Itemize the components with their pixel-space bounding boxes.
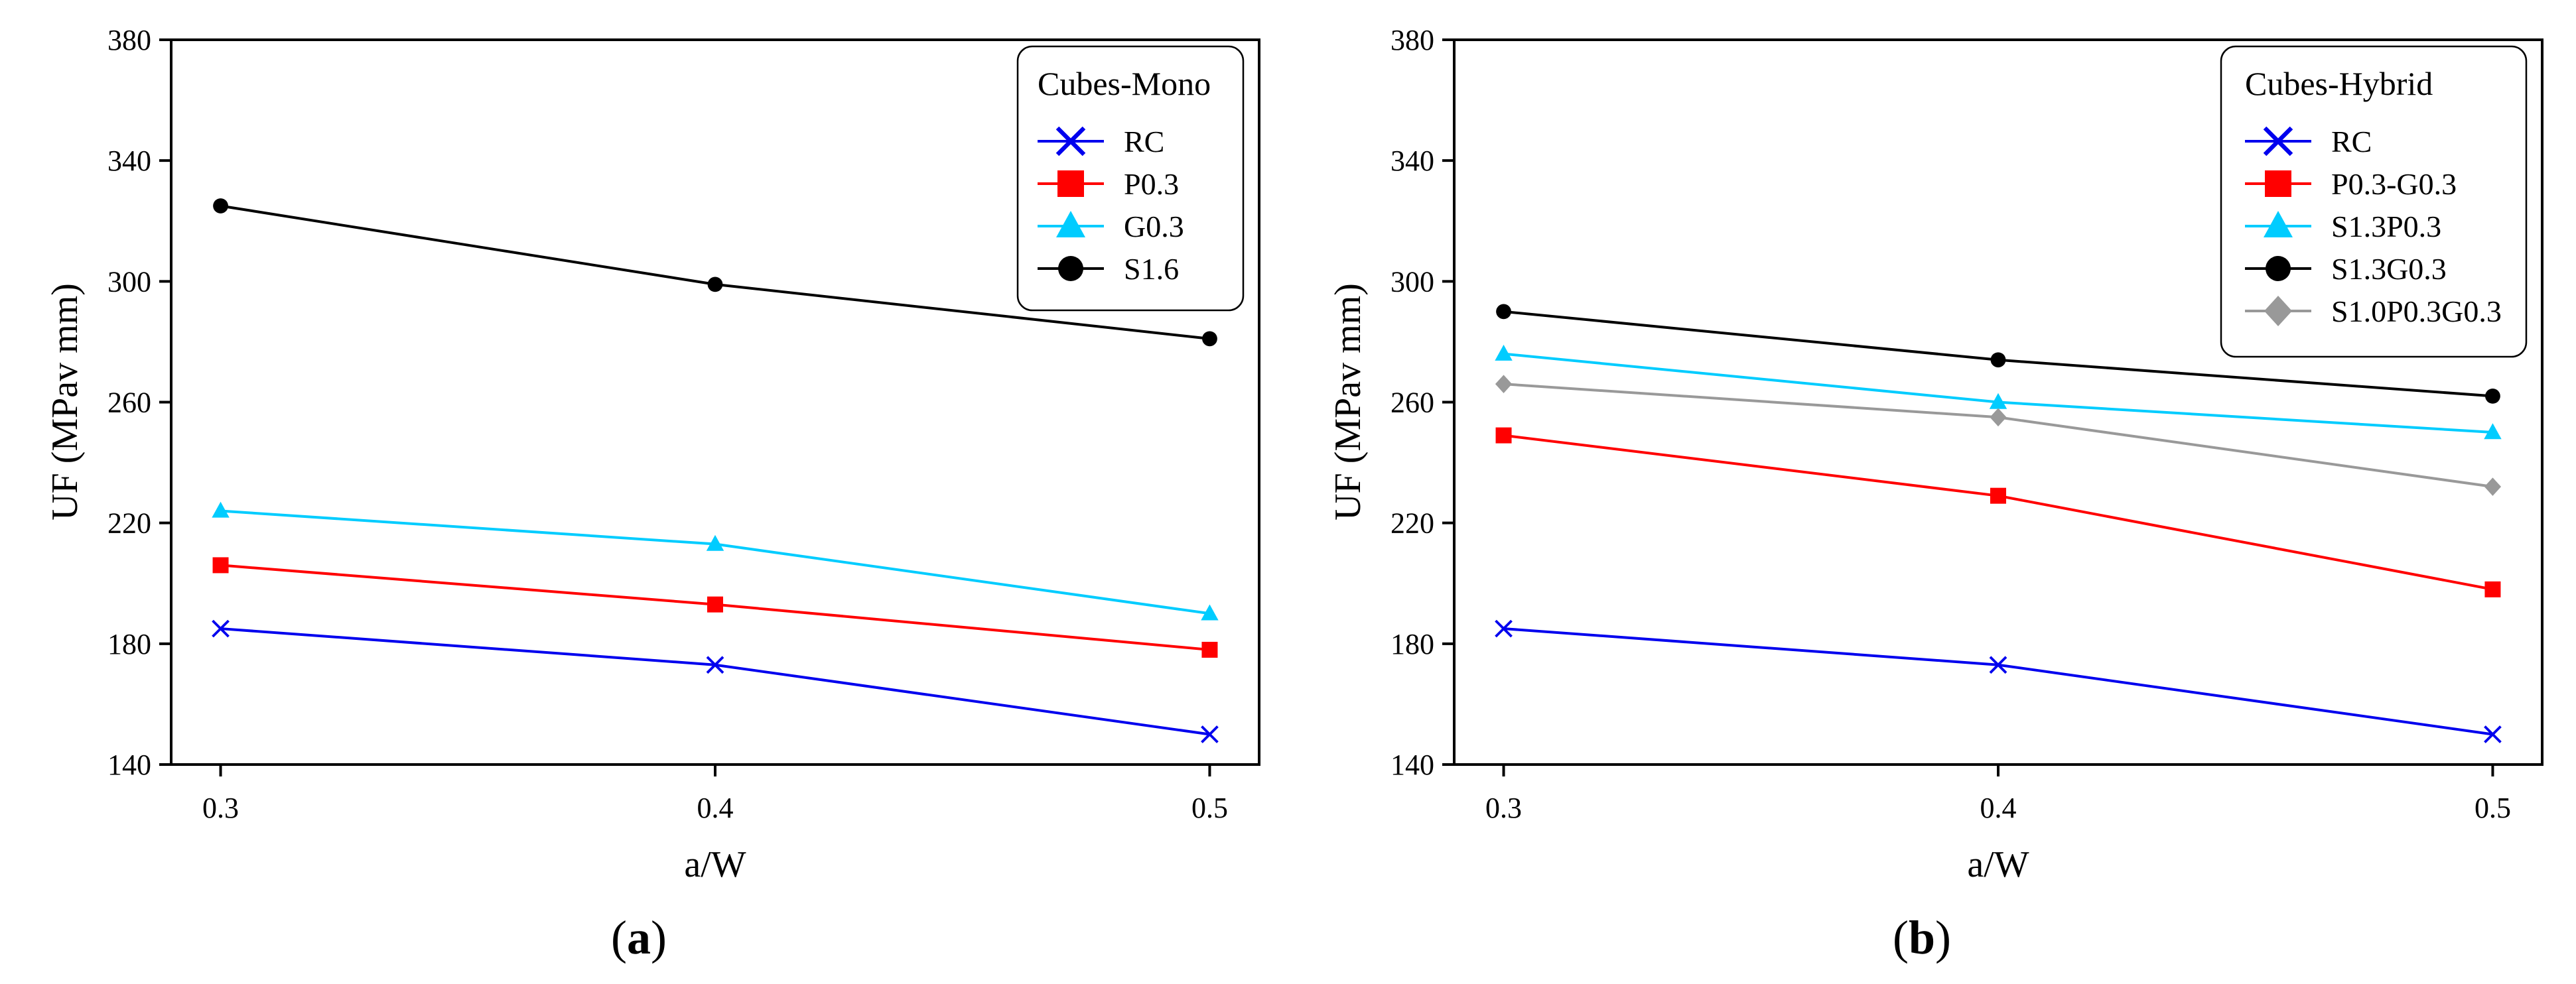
chart-panel-b: 140 180 220 260 300 340 380 0.3 0.4 0.5 a/W UF (… — [1327, 24, 2543, 964]
legend-label-rc: RC — [2331, 125, 2372, 158]
legend-marker-s1-6 — [1058, 256, 1083, 281]
x-tick-label: 0.3 — [202, 792, 239, 824]
data-point-p0-3-g0-3 — [1990, 487, 2006, 504]
data-point-s1-3p0-3 — [1989, 393, 2007, 409]
legend-label-g0-3: G0.3 — [1124, 210, 1184, 243]
legend-marker-p0-3-g0-3 — [2265, 170, 2291, 197]
data-point-g0-3 — [706, 534, 724, 551]
data-point-rc — [1201, 725, 1219, 743]
series-layer — [212, 198, 1219, 743]
data-point-s1-3g0-3 — [2485, 388, 2500, 404]
x-axis: 0.3 0.4 0.5 — [1485, 765, 2511, 824]
legend-marker-rc — [1055, 126, 1086, 156]
y-tick-label: 180 — [1390, 628, 1434, 660]
legend-marker-s1-3g0-3 — [2266, 256, 2291, 281]
data-point-rc — [2484, 725, 2502, 743]
x-axis-title: a/W — [1967, 844, 2029, 885]
legend-label-s1-3g0-3: S1.3G0.3 — [2331, 252, 2447, 286]
legend-title: Cubes-Mono — [1038, 65, 1211, 102]
data-point-p0-3 — [707, 596, 723, 613]
x-axis-title: a/W — [684, 844, 746, 885]
legend-label-s1-0p0-3g0-3: S1.0P0.3G0.3 — [2331, 294, 2502, 328]
data-point-s1-6 — [1202, 331, 1217, 347]
y-tick-label: 220 — [1390, 507, 1434, 540]
x-tick-label: 0.4 — [1980, 792, 2017, 824]
legend-items: RC P0.3 G0.3 S1.6 — [1038, 125, 1184, 286]
legend-title: Cubes-Hybrid — [2245, 65, 2433, 102]
data-point-s1-6 — [213, 198, 228, 214]
data-point-s1-0p0-3g0-3 — [1495, 375, 1513, 393]
data-point-s1-6 — [707, 277, 723, 292]
y-axis: 140 180 220 260 300 340 380 — [107, 24, 171, 781]
legend-label-s1-3p0-3: S1.3P0.3 — [2331, 210, 2441, 243]
legend-box — [2220, 45, 2528, 358]
y-tick-label: 340 — [1390, 145, 1434, 177]
legend-label-s1-6: S1.6 — [1124, 252, 1179, 286]
y-tick-label: 340 — [107, 145, 151, 177]
legend-box — [1016, 45, 1245, 312]
legend-label-rc: RC — [1124, 125, 1164, 158]
data-point-s1-3g0-3 — [1990, 352, 2006, 368]
x-tick-label: 0.5 — [2474, 792, 2511, 824]
data-point-s1-3g0-3 — [1496, 304, 1511, 320]
y-tick-label: 300 — [1390, 265, 1434, 298]
y-axis: 140 180 220 260 300 340 380 — [1390, 24, 1454, 781]
y-tick-label: 380 — [1390, 24, 1434, 56]
legend-items: RC P0.3-G0.3 S1.3P0.3 S1.3G0.3 S1.0P0.3G0.3 — [2245, 125, 2502, 328]
y-tick-label: 140 — [107, 749, 151, 781]
data-point-p0-3-g0-3 — [1495, 427, 1512, 444]
data-point-s1-3p0-3 — [2484, 423, 2502, 440]
y-tick-label: 140 — [1390, 749, 1434, 781]
y-tick-label: 380 — [107, 24, 151, 56]
y-tick-label: 300 — [107, 265, 151, 298]
data-point-p0-3 — [212, 557, 229, 574]
legend-marker-s1-0p0-3g0-3 — [2264, 296, 2292, 326]
y-tick-label: 220 — [107, 507, 151, 540]
legend: Cubes-Mono RC P0.3 G0.3 S1.6 — [1016, 45, 1245, 312]
series-layer — [1495, 304, 2502, 743]
x-tick-label: 0.5 — [1191, 792, 1228, 824]
panel-label-a: (a) — [611, 911, 667, 964]
y-tick-label: 260 — [1390, 387, 1434, 419]
x-tick-label: 0.3 — [1485, 792, 1522, 824]
x-axis: 0.3 0.4 0.5 — [202, 765, 1228, 824]
legend-marker-p0-3 — [1057, 170, 1084, 197]
panel-label-b: (b) — [1893, 911, 1951, 964]
y-axis-title: UF (MPav mm) — [1327, 283, 1369, 521]
legend-marker-rc — [2263, 126, 2293, 156]
chart-panel-a: 140 180 220 260 300 340 380 0.3 0.4 0.5 a/W UF (… — [44, 24, 1260, 964]
legend-label-p0-3: P0.3 — [1124, 167, 1179, 201]
x-tick-label: 0.4 — [697, 792, 734, 824]
data-point-p0-3-g0-3 — [2484, 581, 2501, 597]
data-point-rc — [212, 619, 230, 638]
data-point-s1-3p0-3 — [1495, 344, 1513, 361]
data-point-g0-3 — [212, 501, 230, 518]
data-point-rc — [1495, 619, 1513, 638]
data-point-g0-3 — [1201, 604, 1219, 621]
legend-marker-g0-3 — [1056, 211, 1085, 237]
legend-marker-s1-3p0-3 — [2264, 211, 2293, 237]
data-point-rc — [1989, 656, 2007, 674]
legend: Cubes-Hybrid RC P0.3-G0.3 S1.3P0.3 S1.3G0.3… — [2220, 45, 2528, 358]
data-point-s1-0p0-3g0-3 — [2484, 477, 2502, 496]
data-point-p0-3 — [1201, 641, 1218, 658]
y-tick-label: 260 — [107, 387, 151, 419]
data-point-s1-0p0-3g0-3 — [1990, 408, 2007, 427]
y-axis-title: UF (MPav mm) — [44, 283, 86, 521]
legend-label-p0-3-g0-3: P0.3-G0.3 — [2331, 167, 2457, 201]
y-tick-label: 180 — [107, 628, 151, 660]
data-point-rc — [706, 656, 724, 674]
